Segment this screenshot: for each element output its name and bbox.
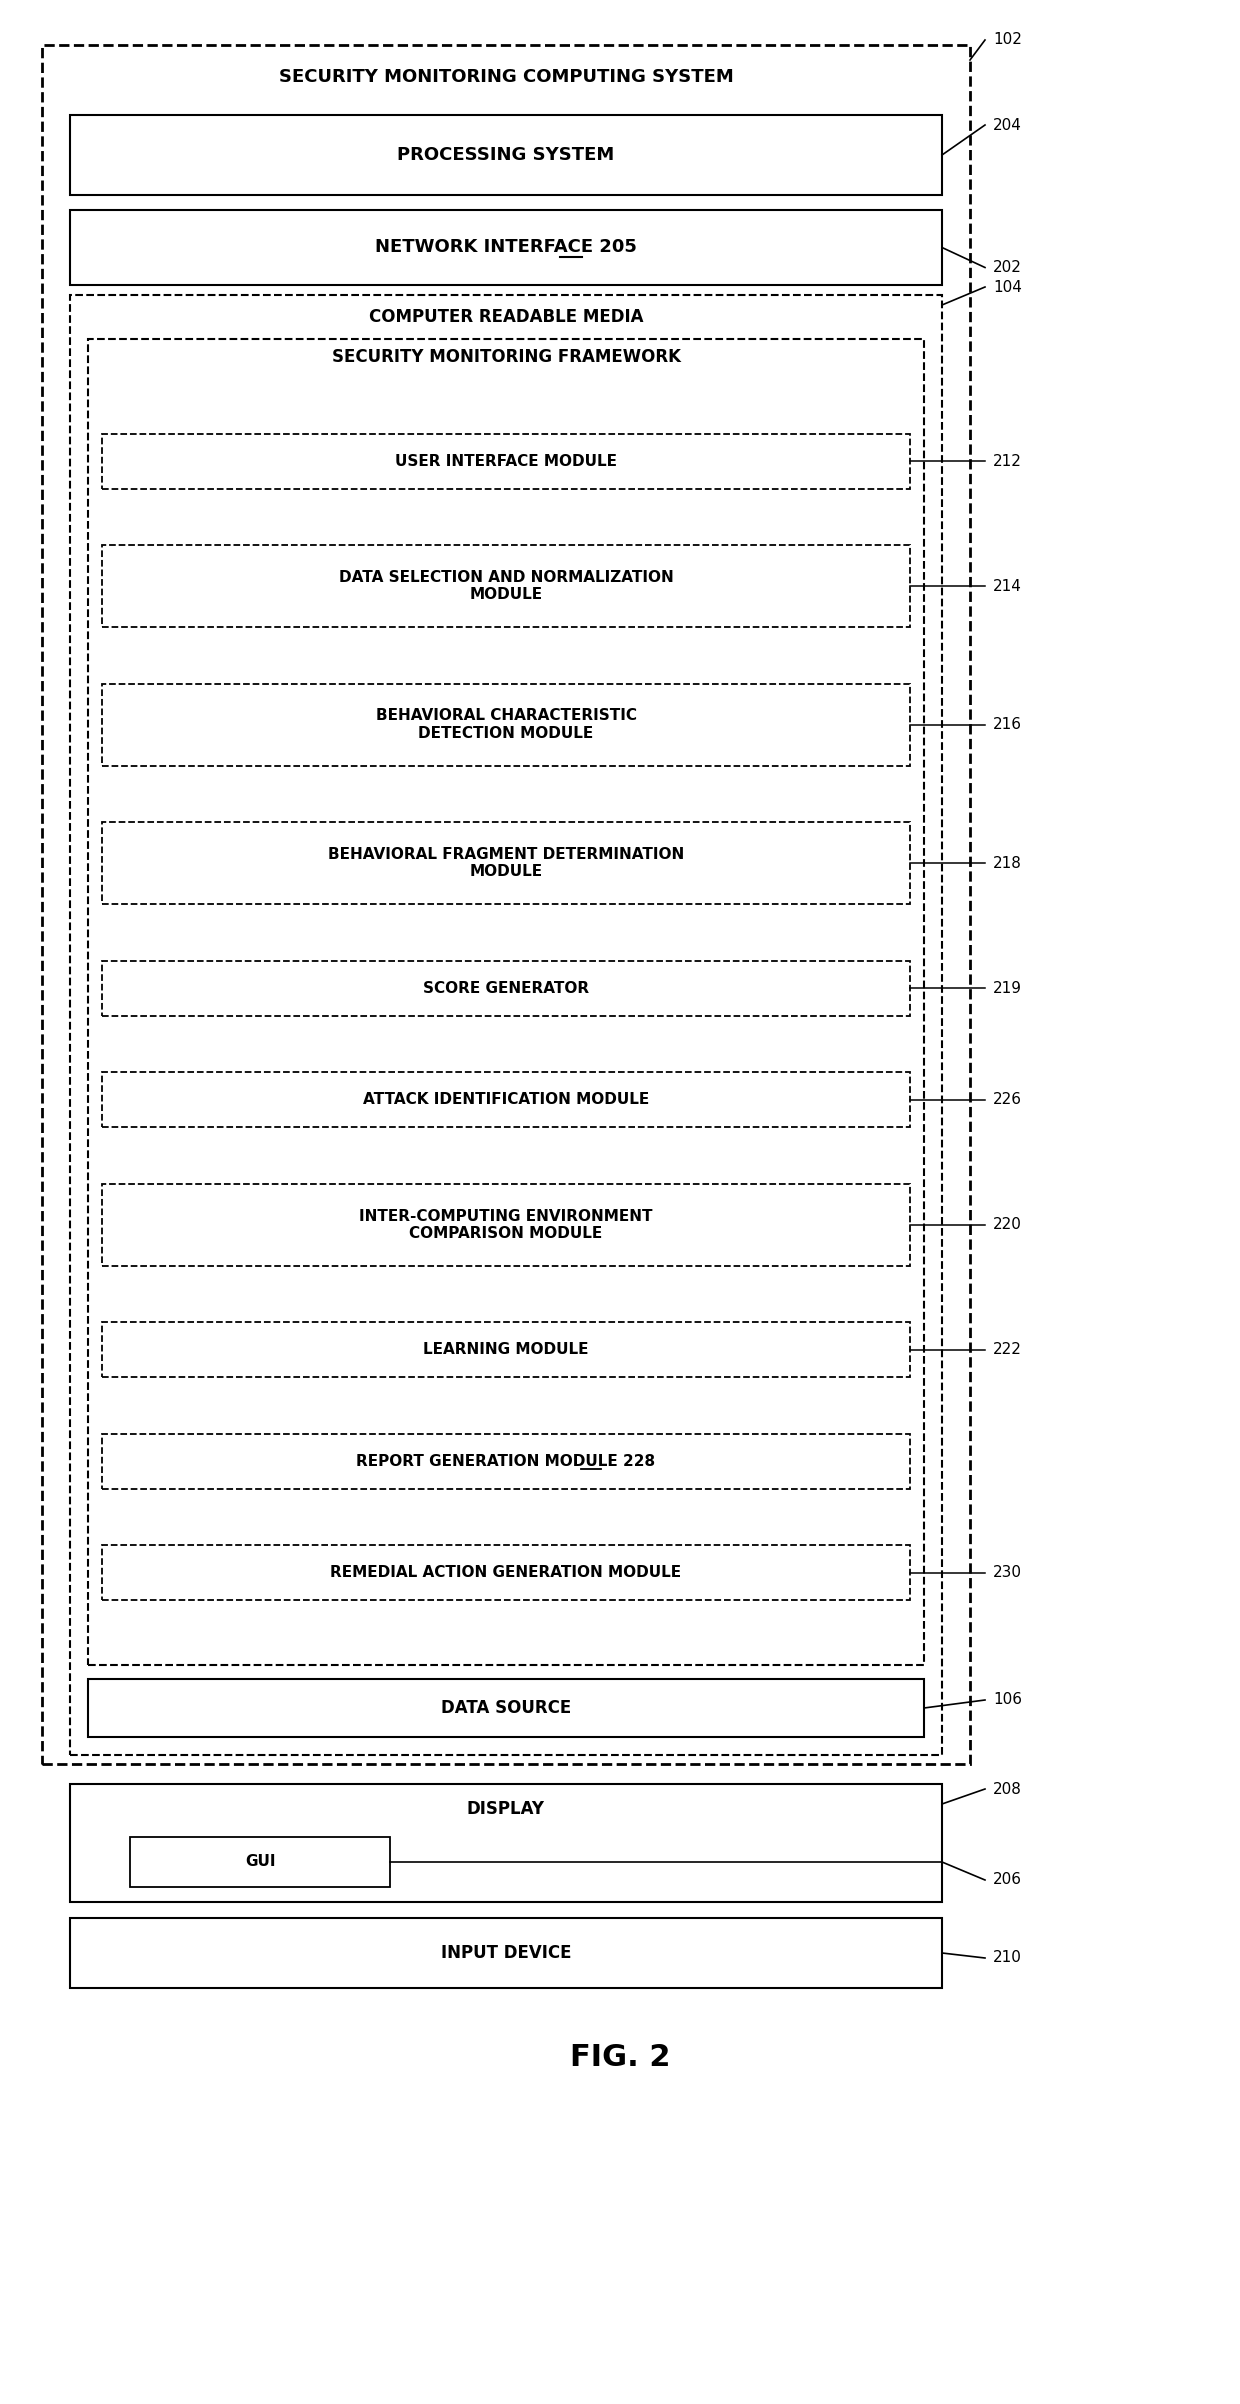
Text: USER INTERFACE MODULE: USER INTERFACE MODULE <box>396 454 618 469</box>
Text: PROCESSING SYSTEM: PROCESSING SYSTEM <box>397 147 615 163</box>
Text: 216: 216 <box>993 716 1022 733</box>
Text: INPUT DEVICE: INPUT DEVICE <box>440 1945 572 1962</box>
Bar <box>69 296 942 1755</box>
Bar <box>102 1546 910 1601</box>
Text: 220: 220 <box>993 1216 1022 1233</box>
Text: DATA SELECTION AND NORMALIZATION
MODULE: DATA SELECTION AND NORMALIZATION MODULE <box>339 570 673 603</box>
Text: 102: 102 <box>993 34 1022 48</box>
Text: COMPUTER READABLE MEDIA: COMPUTER READABLE MEDIA <box>368 308 644 327</box>
Text: 212: 212 <box>993 454 1022 469</box>
Text: SECURITY MONITORING COMPUTING SYSTEM: SECURITY MONITORING COMPUTING SYSTEM <box>279 67 733 87</box>
Bar <box>88 339 924 1666</box>
Text: 218: 218 <box>993 856 1022 870</box>
Text: 210: 210 <box>993 1950 1022 1966</box>
Text: 204: 204 <box>993 118 1022 132</box>
Text: ATTACK IDENTIFICATION MODULE: ATTACK IDENTIFICATION MODULE <box>363 1091 649 1108</box>
Bar <box>102 1072 910 1127</box>
Bar <box>102 962 910 1017</box>
Text: 222: 222 <box>993 1341 1022 1358</box>
Text: BEHAVIORAL FRAGMENT DETERMINATION
MODULE: BEHAVIORAL FRAGMENT DETERMINATION MODULE <box>327 846 684 880</box>
Text: NETWORK INTERFACE 205: NETWORK INTERFACE 205 <box>374 238 637 257</box>
Bar <box>42 46 970 1765</box>
Bar <box>102 433 910 488</box>
Text: INTER-COMPUTING ENVIRONMENT
COMPARISON MODULE: INTER-COMPUTING ENVIRONMENT COMPARISON M… <box>360 1209 652 1240</box>
Bar <box>88 1678 924 1738</box>
Text: GUI: GUI <box>244 1853 275 1870</box>
Text: 208: 208 <box>993 1781 1022 1796</box>
Text: BEHAVIORAL CHARACTERISTIC
DETECTION MODULE: BEHAVIORAL CHARACTERISTIC DETECTION MODU… <box>376 709 636 740</box>
Bar <box>130 1837 391 1887</box>
Bar <box>69 1784 942 1902</box>
Text: 202: 202 <box>993 260 1022 274</box>
Text: LEARNING MODULE: LEARNING MODULE <box>423 1341 589 1358</box>
Bar <box>69 115 942 195</box>
Text: SCORE GENERATOR: SCORE GENERATOR <box>423 981 589 995</box>
Bar <box>102 1322 910 1377</box>
Text: 104: 104 <box>993 279 1022 296</box>
Text: 226: 226 <box>993 1091 1022 1108</box>
Text: 219: 219 <box>993 981 1022 995</box>
Bar <box>102 683 910 764</box>
Text: 106: 106 <box>993 1692 1022 1707</box>
Bar <box>102 822 910 904</box>
Text: REMEDIAL ACTION GENERATION MODULE: REMEDIAL ACTION GENERATION MODULE <box>330 1565 682 1579</box>
Bar <box>102 1183 910 1267</box>
Text: 206: 206 <box>993 1873 1022 1887</box>
Text: SECURITY MONITORING FRAMEWORK: SECURITY MONITORING FRAMEWORK <box>331 349 681 365</box>
Text: 214: 214 <box>993 579 1022 594</box>
Text: DISPLAY: DISPLAY <box>467 1801 546 1817</box>
Text: DATA SOURCE: DATA SOURCE <box>441 1700 572 1716</box>
Bar <box>102 546 910 627</box>
Bar <box>69 209 942 286</box>
Text: FIG. 2: FIG. 2 <box>569 2043 671 2072</box>
Bar <box>69 1918 942 1988</box>
Text: 230: 230 <box>993 1565 1022 1579</box>
Bar <box>102 1433 910 1488</box>
Text: REPORT GENERATION MODULE 228: REPORT GENERATION MODULE 228 <box>356 1454 656 1469</box>
